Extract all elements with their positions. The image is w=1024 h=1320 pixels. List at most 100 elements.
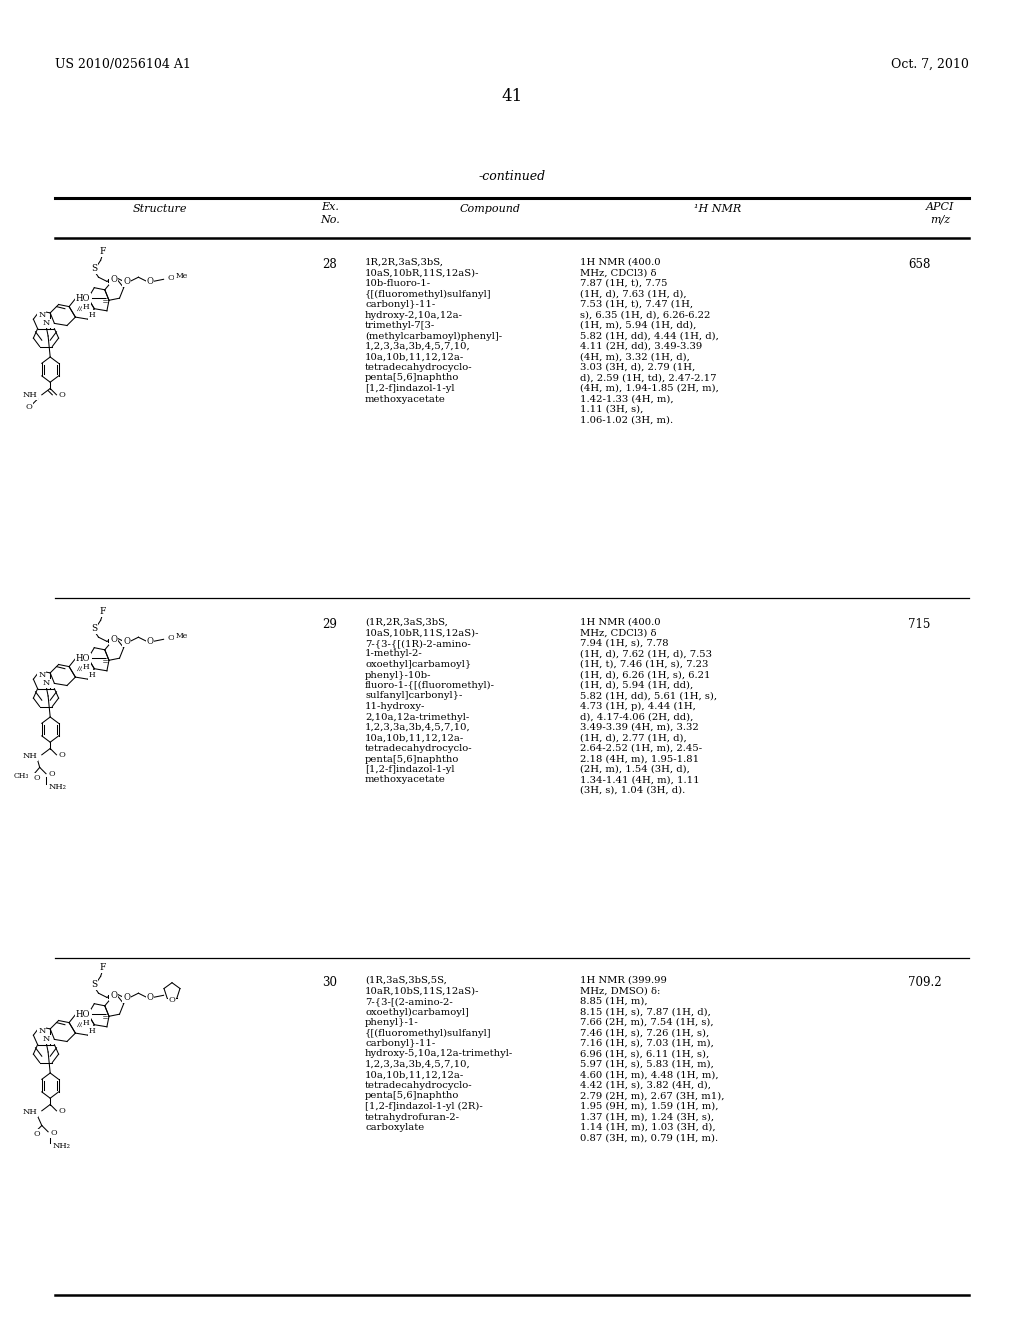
- Text: APCI: APCI: [926, 202, 954, 213]
- Text: O: O: [33, 1130, 40, 1138]
- Text: (1H, d), 7.63 (1H, d),: (1H, d), 7.63 (1H, d),: [580, 289, 687, 298]
- Text: O: O: [58, 1106, 66, 1115]
- Text: N: N: [38, 312, 45, 319]
- Text: methoxyacetate: methoxyacetate: [365, 776, 445, 784]
- Text: penta[5,6]naphtho: penta[5,6]naphtho: [365, 755, 460, 763]
- Text: Me: Me: [175, 632, 187, 640]
- Text: (1H, d), 6.26 (1H, s), 6.21: (1H, d), 6.26 (1H, s), 6.21: [580, 671, 711, 680]
- Text: O: O: [168, 275, 175, 282]
- Text: 2.64-2.52 (1H, m), 2.45-: 2.64-2.52 (1H, m), 2.45-: [580, 744, 702, 752]
- Text: NH: NH: [23, 391, 38, 399]
- Text: Ex.: Ex.: [322, 202, 339, 213]
- Text: Oct. 7, 2010: Oct. 7, 2010: [891, 58, 969, 71]
- Text: O: O: [48, 770, 54, 777]
- Text: {[(fluoromethyl)sulfanyl]: {[(fluoromethyl)sulfanyl]: [365, 289, 492, 298]
- Text: 7.94 (1H, s), 7.78: 7.94 (1H, s), 7.78: [580, 639, 669, 648]
- Text: [1,2-f]indazol-1-yl (2R)-: [1,2-f]indazol-1-yl (2R)-: [365, 1102, 482, 1111]
- Text: HO: HO: [76, 294, 90, 302]
- Text: 1.11 (3H, s),: 1.11 (3H, s),: [580, 405, 643, 414]
- Text: 1R,2R,3aS,3bS,: 1R,2R,3aS,3bS,: [365, 257, 444, 267]
- Text: (4H, m), 1.94-1.85 (2H, m),: (4H, m), 1.94-1.85 (2H, m),: [580, 384, 719, 393]
- Text: NH₂: NH₂: [48, 783, 67, 792]
- Text: 1.14 (1H, m), 1.03 (3H, d),: 1.14 (1H, m), 1.03 (3H, d),: [580, 1123, 716, 1133]
- Text: O: O: [110, 991, 117, 999]
- Text: N: N: [38, 1027, 45, 1035]
- Text: s), 6.35 (1H, d), 6.26-6.22: s), 6.35 (1H, d), 6.26-6.22: [580, 310, 711, 319]
- Text: penta[5,6]naphtho: penta[5,6]naphtho: [365, 1092, 460, 1101]
- Text: 10aR,10bS,11S,12aS)-: 10aR,10bS,11S,12aS)-: [365, 986, 479, 995]
- Text: d), 2.59 (1H, td), 2.47-2.17: d), 2.59 (1H, td), 2.47-2.17: [580, 374, 717, 383]
- Text: 5.82 (1H, dd), 4.44 (1H, d),: 5.82 (1H, dd), 4.44 (1H, d),: [580, 331, 719, 341]
- Text: {[(fluoromethyl)sulfanyl]: {[(fluoromethyl)sulfanyl]: [365, 1028, 492, 1038]
- Text: [1,2-f]indazol-1-yl: [1,2-f]indazol-1-yl: [365, 766, 455, 774]
- Text: (methylcarbamoyl)phenyl]-: (methylcarbamoyl)phenyl]-: [365, 331, 502, 341]
- Text: HO: HO: [76, 1010, 90, 1019]
- Text: 2,10a,12a-trimethyl-: 2,10a,12a-trimethyl-: [365, 713, 469, 722]
- Text: O: O: [110, 635, 117, 644]
- Text: 3.03 (3H, d), 2.79 (1H,: 3.03 (3H, d), 2.79 (1H,: [580, 363, 695, 372]
- Text: (1H, d), 2.77 (1H, d),: (1H, d), 2.77 (1H, d),: [580, 734, 687, 742]
- Text: 7.66 (2H, m), 7.54 (1H, s),: 7.66 (2H, m), 7.54 (1H, s),: [580, 1018, 714, 1027]
- Text: 30: 30: [323, 975, 338, 989]
- Text: (1H, d), 7.62 (1H, d), 7.53: (1H, d), 7.62 (1H, d), 7.53: [580, 649, 712, 659]
- Text: 4.11 (2H, dd), 3.49-3.39: 4.11 (2H, dd), 3.49-3.39: [580, 342, 702, 351]
- Text: carbonyl}-11-: carbonyl}-11-: [365, 300, 435, 309]
- Text: No.: No.: [321, 215, 340, 224]
- Text: 8.15 (1H, s), 7.87 (1H, d),: 8.15 (1H, s), 7.87 (1H, d),: [580, 1007, 711, 1016]
- Text: 4.60 (1H, m), 4.48 (1H, m),: 4.60 (1H, m), 4.48 (1H, m),: [580, 1071, 719, 1080]
- Text: tetradecahydrocyclo-: tetradecahydrocyclo-: [365, 1081, 473, 1090]
- Text: H: H: [89, 671, 95, 678]
- Text: 0.87 (3H, m), 0.79 (1H, m).: 0.87 (3H, m), 0.79 (1H, m).: [580, 1134, 718, 1143]
- Text: 1H NMR (400.0: 1H NMR (400.0: [580, 257, 660, 267]
- Text: NH: NH: [23, 752, 38, 760]
- Text: fluoro-1-{[(fluoromethyl)-: fluoro-1-{[(fluoromethyl)-: [365, 681, 495, 690]
- Text: 7.53 (1H, t), 7.47 (1H,: 7.53 (1H, t), 7.47 (1H,: [580, 300, 693, 309]
- Text: 28: 28: [323, 257, 337, 271]
- Text: 2.18 (4H, m), 1.95-1.81: 2.18 (4H, m), 1.95-1.81: [580, 755, 699, 763]
- Text: oxoethyl]carbamoyl}: oxoethyl]carbamoyl}: [365, 660, 471, 669]
- Text: MHz, DMSO) δ:: MHz, DMSO) δ:: [580, 986, 660, 995]
- Text: 1,2,3,3a,3b,4,5,7,10,: 1,2,3,3a,3b,4,5,7,10,: [365, 1060, 471, 1069]
- Text: N: N: [42, 319, 50, 327]
- Text: 709.2: 709.2: [908, 975, 942, 989]
- Text: F: F: [99, 964, 105, 973]
- Text: 2.79 (2H, m), 2.67 (3H, m1),: 2.79 (2H, m), 2.67 (3H, m1),: [580, 1092, 725, 1101]
- Text: MHz, CDCl3) δ: MHz, CDCl3) δ: [580, 268, 656, 277]
- Text: 1.37 (1H, m), 1.24 (3H, s),: 1.37 (1H, m), 1.24 (3H, s),: [580, 1113, 714, 1122]
- Text: O: O: [58, 391, 66, 399]
- Text: NH₂: NH₂: [52, 1143, 71, 1151]
- Text: tetrahydrofuran-2-: tetrahydrofuran-2-: [365, 1113, 460, 1122]
- Text: carbonyl}-11-: carbonyl}-11-: [365, 1039, 435, 1048]
- Text: HO: HO: [76, 653, 90, 663]
- Text: 1H NMR (399.99: 1H NMR (399.99: [580, 975, 667, 985]
- Text: tetradecahydrocyclo-: tetradecahydrocyclo-: [365, 744, 473, 752]
- Text: O: O: [146, 636, 154, 645]
- Text: 1,2,3,3a,3b,4,5,7,10,: 1,2,3,3a,3b,4,5,7,10,: [365, 342, 471, 351]
- Text: phenyl}-1-: phenyl}-1-: [365, 1018, 419, 1027]
- Text: O: O: [58, 751, 66, 759]
- Text: 658: 658: [908, 257, 931, 271]
- Text: 715: 715: [908, 618, 931, 631]
- Text: hydroxy-5,10a,12a-trimethyl-: hydroxy-5,10a,12a-trimethyl-: [365, 1049, 513, 1059]
- Text: 3.49-3.39 (4H, m), 3.32: 3.49-3.39 (4H, m), 3.32: [580, 723, 698, 733]
- Text: 10b-fluoro-1-: 10b-fluoro-1-: [365, 279, 431, 288]
- Text: O: O: [123, 277, 130, 286]
- Text: US 2010/0256104 A1: US 2010/0256104 A1: [55, 58, 190, 71]
- Text: 6.96 (1H, s), 6.11 (1H, s),: 6.96 (1H, s), 6.11 (1H, s),: [580, 1049, 710, 1059]
- Text: penta[5,6]naphtho: penta[5,6]naphtho: [365, 374, 460, 383]
- Text: N: N: [42, 680, 50, 688]
- Text: -continued: -continued: [478, 170, 546, 183]
- Text: 4.73 (1H, p), 4.44 (1H,: 4.73 (1H, p), 4.44 (1H,: [580, 702, 696, 711]
- Text: 11-hydroxy-: 11-hydroxy-: [365, 702, 425, 711]
- Text: 1.06-1.02 (3H, m).: 1.06-1.02 (3H, m).: [580, 416, 673, 425]
- Text: O: O: [123, 636, 130, 645]
- Text: 10a,10b,11,12,12a-: 10a,10b,11,12,12a-: [365, 1071, 464, 1080]
- Text: (1H, t), 7.46 (1H, s), 7.23: (1H, t), 7.46 (1H, s), 7.23: [580, 660, 709, 669]
- Text: H: H: [89, 1027, 95, 1035]
- Text: S: S: [91, 264, 97, 273]
- Text: 41: 41: [502, 88, 522, 106]
- Text: 10aS,10bR,11S,12aS)-: 10aS,10bR,11S,12aS)-: [365, 268, 479, 277]
- Text: N: N: [42, 1035, 50, 1043]
- Text: O: O: [169, 995, 175, 1003]
- Text: O: O: [146, 993, 154, 1002]
